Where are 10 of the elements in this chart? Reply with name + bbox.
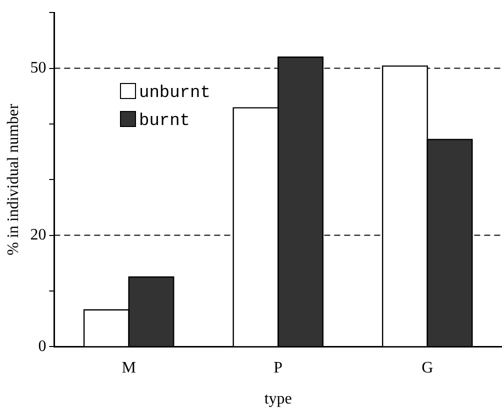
x-tick-label: G (422, 359, 434, 376)
x-tick-label: M (122, 359, 136, 376)
legend-label: burnt (139, 112, 190, 131)
series-label: unburnt (139, 84, 210, 103)
y-tick-label: 0 (38, 338, 46, 355)
x-tick-label: P (274, 359, 283, 376)
y-tick-label: 50 (30, 59, 46, 76)
x-axis-title: type (264, 390, 292, 408)
y-tick-label: 20 (30, 226, 46, 244)
y-axis-title: % in individual number (4, 103, 22, 256)
